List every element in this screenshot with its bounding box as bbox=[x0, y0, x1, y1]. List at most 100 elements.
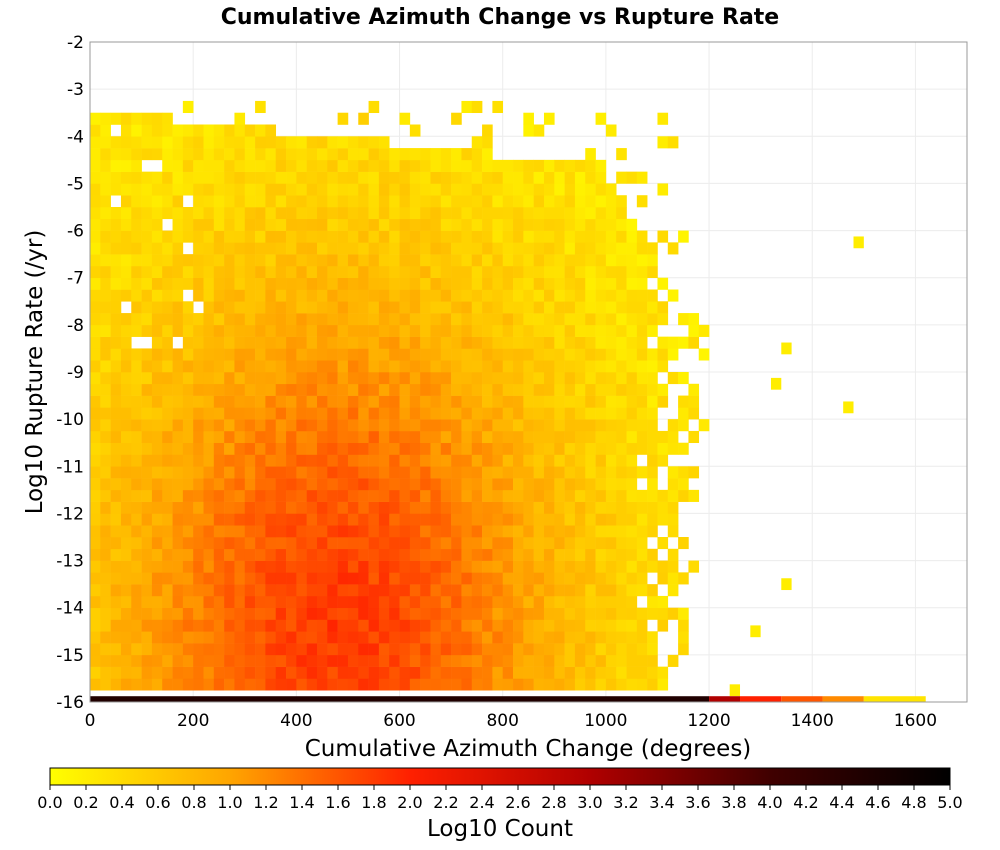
heatmap-cell bbox=[667, 501, 679, 514]
heatmap-cell bbox=[389, 654, 400, 667]
heatmap-cell bbox=[430, 171, 442, 184]
heatmap-cell bbox=[595, 619, 607, 632]
heatmap-cell bbox=[296, 265, 307, 279]
heatmap-cell bbox=[502, 666, 514, 679]
heatmap-cell bbox=[533, 254, 545, 267]
heatmap-cell bbox=[378, 171, 390, 184]
heatmap-cell bbox=[389, 242, 400, 255]
heatmap-cell-isolated bbox=[843, 401, 854, 414]
heatmap-cell bbox=[162, 348, 173, 361]
heatmap-cell bbox=[647, 254, 658, 267]
heatmap-cell bbox=[255, 230, 266, 243]
heatmap-cell bbox=[430, 336, 442, 349]
heatmap-cell bbox=[337, 678, 349, 691]
heatmap-cell bbox=[255, 454, 266, 467]
heatmap-cell bbox=[193, 584, 204, 597]
heatmap-cell bbox=[368, 654, 380, 667]
heatmap-cell bbox=[636, 171, 648, 184]
heatmap-cell bbox=[316, 348, 328, 361]
heatmap-cell bbox=[451, 372, 462, 385]
heatmap-cell bbox=[224, 513, 235, 526]
heatmap-cell bbox=[451, 666, 462, 679]
heatmap-cell bbox=[430, 148, 442, 161]
heatmap-cell bbox=[378, 383, 390, 396]
heatmap-cell bbox=[100, 548, 111, 561]
heatmap-cell bbox=[255, 631, 266, 644]
heatmap-cell bbox=[523, 383, 534, 396]
heatmap-cell bbox=[265, 419, 277, 432]
heatmap-cell bbox=[172, 218, 184, 231]
heatmap-cell bbox=[585, 171, 596, 184]
heatmap-cell bbox=[533, 501, 545, 514]
heatmap-cell bbox=[90, 419, 101, 432]
heatmap-cell bbox=[120, 159, 132, 172]
heatmap-cell bbox=[244, 643, 256, 656]
heatmap-cell bbox=[564, 254, 576, 267]
heatmap-cell bbox=[378, 348, 390, 361]
heatmap-cell bbox=[203, 572, 215, 585]
heatmap-cell bbox=[234, 678, 246, 691]
heatmap-cell bbox=[595, 242, 607, 255]
heatmap-cell bbox=[657, 313, 669, 326]
heatmap-cell bbox=[482, 407, 493, 420]
heatmap-cell bbox=[533, 124, 545, 137]
heatmap-cell bbox=[90, 560, 101, 573]
heatmap-cell bbox=[440, 513, 452, 526]
heatmap-cell bbox=[440, 277, 452, 290]
heatmap-cell bbox=[502, 478, 514, 491]
heatmap-cell bbox=[151, 513, 163, 526]
heatmap-cell bbox=[213, 501, 225, 514]
heatmap-cell bbox=[636, 301, 648, 314]
heatmap-cell bbox=[543, 183, 555, 196]
heatmap-cell bbox=[172, 572, 184, 585]
heatmap-cell bbox=[420, 666, 431, 679]
heatmap-cell bbox=[667, 136, 679, 149]
heatmap-cell bbox=[636, 230, 648, 243]
heatmap-cell bbox=[564, 407, 576, 420]
heatmap-cell bbox=[378, 537, 390, 550]
heatmap-cell bbox=[616, 301, 627, 314]
heatmap-cell bbox=[234, 277, 246, 290]
heatmap-cell bbox=[306, 619, 318, 632]
heatmap-cell bbox=[595, 548, 607, 561]
heatmap-cell bbox=[162, 136, 173, 149]
heatmap-cell bbox=[399, 501, 411, 514]
heatmap-cell bbox=[296, 631, 307, 644]
heatmap-cell bbox=[347, 525, 359, 538]
heatmap-cell bbox=[90, 537, 101, 550]
heatmap-cell bbox=[605, 313, 617, 326]
heatmap-cell bbox=[327, 525, 338, 538]
heatmap-cell bbox=[120, 489, 132, 502]
heatmap-cell bbox=[523, 124, 534, 137]
heatmap-cell bbox=[616, 277, 627, 290]
heatmap-cell bbox=[471, 183, 483, 196]
heatmap-cell bbox=[193, 442, 204, 455]
y-tick-label: -11 bbox=[56, 457, 84, 477]
heatmap-cell bbox=[482, 489, 493, 502]
heatmap-cell bbox=[162, 124, 173, 137]
heatmap-cell bbox=[409, 478, 421, 491]
heatmap-cell bbox=[234, 666, 246, 679]
heatmap-cell bbox=[327, 631, 338, 644]
heatmap-cell bbox=[605, 654, 617, 667]
heatmap-cell bbox=[451, 419, 462, 432]
heatmap-cell bbox=[399, 360, 411, 373]
heatmap-cell bbox=[224, 654, 235, 667]
heatmap-cell bbox=[574, 289, 586, 302]
heatmap-cell bbox=[461, 607, 473, 620]
heatmap-cell bbox=[523, 619, 534, 632]
heatmap-cell bbox=[100, 607, 111, 620]
heatmap-cell bbox=[90, 407, 101, 420]
heatmap-cell bbox=[430, 419, 442, 432]
heatmap-cell bbox=[502, 678, 514, 691]
heatmap-cell bbox=[471, 419, 483, 432]
heatmap-cell bbox=[151, 277, 163, 290]
heatmap-cell bbox=[151, 148, 163, 161]
heatmap-cell bbox=[471, 537, 483, 550]
heatmap-cell bbox=[182, 442, 194, 455]
heatmap-cell bbox=[275, 454, 287, 467]
heatmap-cell bbox=[337, 489, 349, 502]
heatmap-cell bbox=[667, 289, 679, 302]
heatmap-cell bbox=[626, 254, 638, 267]
heatmap-cell bbox=[203, 501, 215, 514]
